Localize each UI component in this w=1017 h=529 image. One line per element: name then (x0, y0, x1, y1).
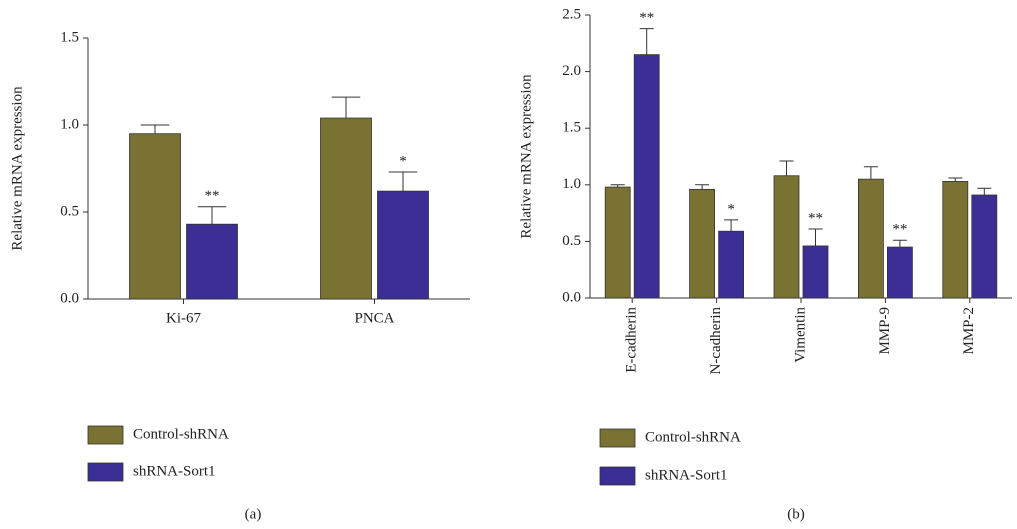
bar (689, 188, 715, 299)
x-tick-label: MMP-9 (877, 307, 893, 355)
significance-label: ** (205, 188, 220, 204)
legend-swatch (599, 466, 636, 486)
bar (718, 230, 744, 299)
x-tick-label: MMP-2 (961, 307, 977, 355)
bar (802, 245, 829, 299)
error-bar (779, 160, 794, 176)
bar (377, 190, 429, 300)
error-bar (892, 239, 907, 248)
error-bar (695, 184, 710, 190)
y-tick-label: 0.5 (60, 203, 79, 219)
caption: (b) (787, 506, 805, 522)
y-tick-label: 2.0 (562, 63, 581, 79)
significance-label: * (727, 201, 735, 217)
error-bar (197, 206, 227, 225)
y-tick-label: 1.5 (60, 29, 79, 45)
legend-label: Control-shRNA (133, 426, 229, 442)
error-bar (610, 184, 625, 188)
bar (887, 246, 913, 299)
bar (858, 178, 884, 299)
error-bar (808, 228, 823, 246)
y-tick-label: 1.0 (562, 176, 581, 192)
y-tick-label: 0.0 (60, 290, 79, 306)
x-tick-label: Ki-67 (166, 310, 201, 326)
legend-swatch (87, 425, 124, 445)
bar (971, 194, 998, 299)
legend-label: shRNA-Sort1 (645, 467, 728, 483)
legend-label: shRNA-Sort1 (133, 463, 216, 479)
significance-label: * (399, 153, 407, 169)
legend-swatch (87, 462, 124, 482)
error-bar (388, 171, 418, 192)
y-tick-label: 0.5 (562, 233, 581, 249)
error-bar (724, 219, 739, 232)
bar (633, 54, 660, 299)
y-axis-label: Relative mRNA expression (518, 74, 534, 239)
legend-swatch (599, 428, 636, 448)
y-tick-label: 0.0 (562, 289, 581, 305)
x-tick-label: PNCA (354, 310, 394, 326)
y-axis-label: Relative mRNA expression (9, 86, 25, 251)
significance-label: ** (808, 210, 823, 226)
error-bar (331, 96, 361, 119)
x-tick-label: Vimentin (792, 307, 808, 363)
legend-label: Control-shRNA (645, 429, 741, 445)
error-bar (863, 166, 878, 180)
error-bar (977, 187, 992, 195)
error-bar (948, 177, 963, 182)
y-tick-label: 1.0 (60, 116, 79, 132)
error-bar (140, 124, 170, 134)
significance-label: ** (639, 10, 654, 26)
bar (129, 133, 181, 300)
x-tick-label: E-cadherin (624, 307, 640, 373)
error-bar (639, 28, 654, 55)
bar (186, 223, 238, 300)
x-tick-label: N-cadherin (708, 307, 724, 375)
y-tick-label: 1.5 (562, 120, 581, 136)
bar (604, 186, 631, 299)
bar (320, 117, 372, 300)
significance-label: ** (892, 222, 907, 238)
caption: (a) (245, 506, 262, 522)
y-tick-label: 2.5 (562, 6, 581, 22)
bar (773, 175, 800, 299)
bar (942, 181, 969, 299)
